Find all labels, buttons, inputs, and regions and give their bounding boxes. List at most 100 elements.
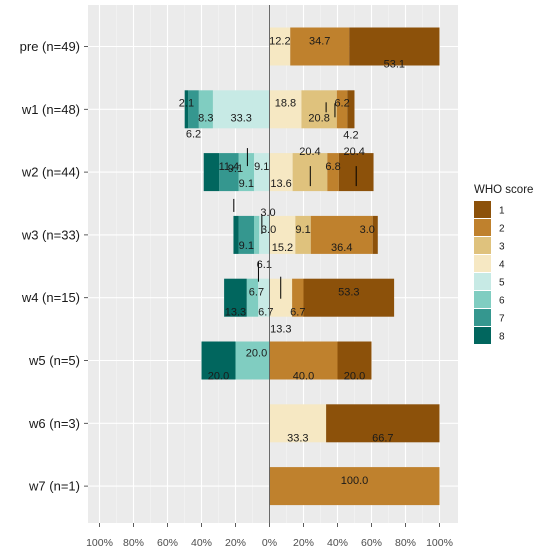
legend-swatch bbox=[474, 327, 491, 344]
data-label: 2.1 bbox=[179, 97, 194, 109]
data-label: 100.0 bbox=[341, 475, 369, 487]
bar-segment-score-5 bbox=[259, 215, 270, 254]
bar-segment-score-8 bbox=[224, 278, 247, 317]
bar-segment-score-2 bbox=[269, 341, 338, 380]
legend-label: 8 bbox=[499, 332, 505, 343]
category-label: w3 (n=33) bbox=[21, 227, 80, 242]
bar-segment-score-2 bbox=[269, 467, 440, 506]
bar-segment-score-6 bbox=[198, 90, 213, 129]
legend-label: 2 bbox=[499, 224, 505, 235]
data-labels: 12.2 34.7 53.1 2.1 6.2 8.3 33.3 18.8 20.8 6.2 4.2 9… bbox=[179, 36, 405, 488]
data-label: 13.3 bbox=[270, 324, 291, 336]
bar-segment-score-6 bbox=[238, 153, 255, 192]
bar-segment-score-6 bbox=[254, 215, 260, 254]
bar-segment-score-7 bbox=[188, 90, 199, 129]
bar-segment-score-4 bbox=[269, 90, 302, 129]
data-label: 4.2 bbox=[343, 129, 358, 141]
data-label: 66.7 bbox=[372, 432, 393, 444]
x-tick-label: 100% bbox=[426, 537, 453, 549]
data-label: 9.1 bbox=[254, 161, 269, 173]
data-label: 12.2 bbox=[269, 36, 290, 48]
x-tick-label: 20% bbox=[293, 537, 314, 549]
data-label: 9.1 bbox=[295, 224, 310, 236]
data-label: 15.2 bbox=[272, 242, 293, 254]
data-label: 53.1 bbox=[384, 59, 405, 71]
bar-segment-score-2 bbox=[292, 278, 304, 317]
bar-segment-score-1 bbox=[372, 215, 378, 254]
data-label: 20.4 bbox=[299, 146, 320, 158]
data-label: 33.3 bbox=[287, 432, 308, 444]
data-label: 20.0 bbox=[246, 348, 267, 360]
data-label: 9.1 bbox=[228, 163, 243, 175]
data-label: 13.3 bbox=[225, 307, 246, 319]
bar-segment-score-8 bbox=[233, 215, 239, 254]
data-label: 9.1 bbox=[239, 178, 254, 190]
data-label: 20.4 bbox=[343, 146, 364, 158]
legend-label: 4 bbox=[499, 260, 505, 271]
x-tick-label: 60% bbox=[361, 537, 382, 549]
bar-segment-score-8 bbox=[184, 90, 189, 129]
legend-swatch bbox=[474, 219, 491, 236]
legend-swatch bbox=[474, 201, 491, 218]
bar-segment-score-1 bbox=[326, 404, 440, 443]
x-tick-label: 0% bbox=[262, 537, 277, 549]
data-label: 3.0 bbox=[261, 224, 276, 236]
data-label: 8.3 bbox=[198, 112, 213, 124]
legend-title: WHO score bbox=[474, 184, 533, 196]
legend: WHO score 1 2 3 4 5 6 7 8 bbox=[474, 184, 533, 344]
data-label: 36.4 bbox=[331, 242, 352, 254]
bar-segment-score-8 bbox=[201, 341, 236, 380]
legend-swatch bbox=[474, 273, 491, 290]
bar-segment-score-4 bbox=[269, 215, 296, 254]
data-label: 6.1 bbox=[257, 259, 272, 271]
data-label: 13.6 bbox=[270, 178, 291, 190]
legend-label: 7 bbox=[499, 314, 505, 325]
bar-segment-score-4 bbox=[269, 404, 327, 443]
panel-background bbox=[88, 5, 458, 523]
y-axis: pre (n=49) w1 (n=48) w2 (n=44) w3 (n=33) w4 … bbox=[20, 39, 88, 494]
data-label: 33.3 bbox=[230, 112, 251, 124]
bar-segment-score-2 bbox=[336, 90, 348, 129]
bars bbox=[184, 27, 440, 506]
data-label: 20.8 bbox=[308, 112, 329, 124]
category-label: pre (n=49) bbox=[20, 39, 80, 54]
x-tick-label: 100% bbox=[86, 537, 113, 549]
legend-label: 5 bbox=[499, 278, 505, 289]
data-label: 6.7 bbox=[290, 307, 305, 319]
category-label: w2 (n=44) bbox=[21, 165, 80, 180]
data-label: 3.0 bbox=[360, 224, 375, 236]
bar-segment-score-2 bbox=[290, 27, 350, 66]
bar-segment-score-1 bbox=[349, 27, 440, 66]
category-label: w6 (n=3) bbox=[28, 416, 80, 431]
data-label: 53.3 bbox=[338, 287, 359, 299]
x-tick-label: 20% bbox=[225, 537, 246, 549]
data-label: 34.7 bbox=[309, 36, 330, 48]
legend-label: 6 bbox=[499, 296, 505, 307]
category-label: w5 (n=5) bbox=[28, 353, 80, 368]
data-label: 6.7 bbox=[249, 287, 264, 299]
data-label: 20.0 bbox=[344, 371, 365, 383]
bar-segment-score-1 bbox=[337, 341, 372, 380]
bar-segment-score-7 bbox=[219, 153, 239, 192]
bar-segment-score-3 bbox=[295, 215, 311, 254]
legend-swatch bbox=[474, 309, 491, 326]
x-tick-label: 60% bbox=[157, 537, 178, 549]
data-label: 18.8 bbox=[275, 97, 296, 109]
category-label: w1 (n=48) bbox=[21, 102, 80, 117]
data-label: 11.4 bbox=[219, 161, 240, 173]
bar-segment-score-6 bbox=[235, 341, 270, 380]
category-label: w4 (n=15) bbox=[21, 290, 80, 305]
bar-segment-score-2 bbox=[310, 215, 373, 254]
bar-segment-score-4 bbox=[269, 153, 293, 192]
bar-segment-score-1 bbox=[303, 278, 395, 317]
x-axis: 100% 80% 60% 40% 20% 0% 20% 40% 60% 80% 100% bbox=[86, 523, 453, 549]
data-label: 20.0 bbox=[208, 371, 229, 383]
bar-segment-score-5 bbox=[212, 90, 270, 129]
x-tick-label: 40% bbox=[191, 537, 212, 549]
bar-segment-score-3 bbox=[301, 90, 337, 129]
data-label: 6.8 bbox=[325, 161, 340, 173]
x-tick-label: 40% bbox=[327, 537, 348, 549]
bar-segment-score-2 bbox=[327, 153, 339, 192]
label-leaders bbox=[233, 102, 357, 299]
